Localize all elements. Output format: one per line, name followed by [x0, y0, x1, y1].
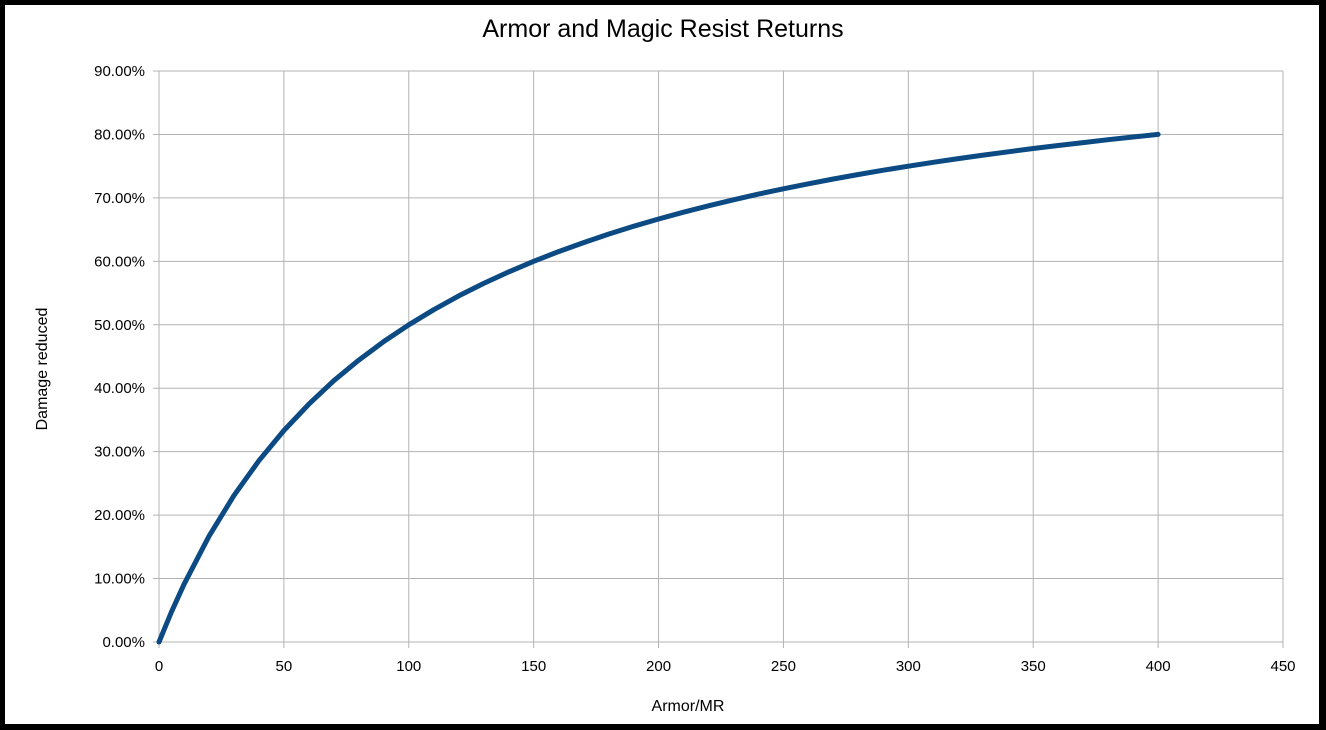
y-tick-label: 90.00%	[94, 63, 145, 80]
tick-layer: 0 50 100 150 200 250 300 350 400 450 0.00% 10.00% 20…	[94, 63, 1295, 675]
y-tick-label: 70.00%	[94, 190, 145, 207]
chart-frame: Armor and Magic Resist Returns 0 50 100 150…	[5, 5, 1319, 724]
grid-layer	[153, 70, 1284, 648]
x-tick-label: 150	[521, 658, 546, 675]
x-tick-label: 250	[771, 658, 796, 675]
y-axis-label: Damage reduced	[34, 308, 51, 431]
y-tick-label: 50.00%	[94, 317, 145, 334]
chart-svg: Armor and Magic Resist Returns 0 50 100 150…	[34, 15, 1296, 715]
x-tick-label: 50	[276, 658, 293, 675]
y-tick-label: 80.00%	[94, 126, 145, 143]
y-tick-label: 60.00%	[94, 253, 145, 270]
x-tick-label: 350	[1021, 658, 1046, 675]
series-line	[156, 131, 1161, 645]
series-layer	[156, 131, 1161, 645]
x-axis-label: Armor/MR	[652, 698, 725, 715]
y-tick-label: 0.00%	[102, 634, 145, 651]
x-tick-label: 0	[155, 658, 163, 675]
y-tick-label: 20.00%	[94, 507, 145, 524]
x-tick-label: 450	[1270, 658, 1295, 675]
x-tick-label: 400	[1146, 658, 1171, 675]
x-tick-label: 100	[396, 658, 421, 675]
x-tick-label: 200	[646, 658, 671, 675]
y-tick-label: 30.00%	[94, 444, 145, 461]
y-tick-label: 10.00%	[94, 571, 145, 588]
x-tick-label: 300	[896, 658, 921, 675]
chart-title: Armor and Magic Resist Returns	[482, 15, 843, 43]
y-tick-label: 40.00%	[94, 380, 145, 397]
